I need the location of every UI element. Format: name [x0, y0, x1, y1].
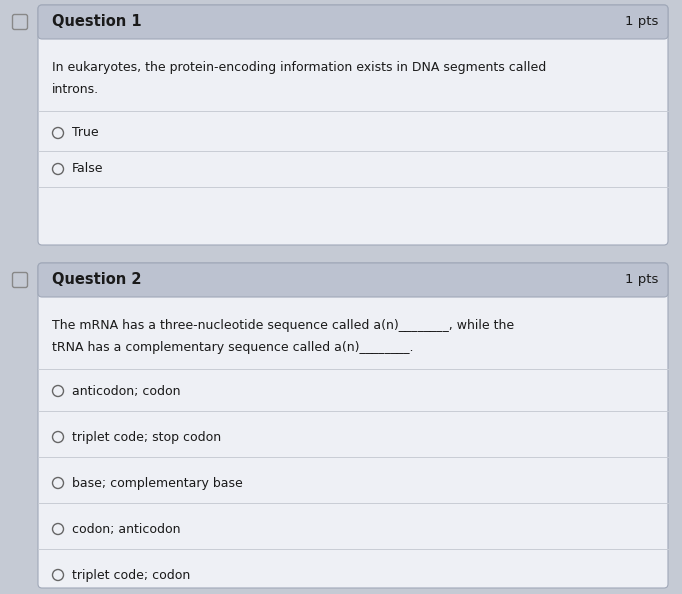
Text: Question 1: Question 1 — [52, 14, 142, 30]
Text: 1 pts: 1 pts — [625, 15, 658, 29]
Text: Question 2: Question 2 — [52, 273, 141, 287]
Text: introns.: introns. — [52, 83, 99, 96]
Text: False: False — [72, 163, 104, 175]
Text: In eukaryotes, the protein-encoding information exists in DNA segments called: In eukaryotes, the protein-encoding info… — [52, 61, 546, 74]
Text: base; complementary base: base; complementary base — [72, 476, 243, 489]
FancyBboxPatch shape — [38, 263, 668, 588]
Text: triplet code; stop codon: triplet code; stop codon — [72, 431, 221, 444]
Text: The mRNA has a three-nucleotide sequence called a(n)________, while the: The mRNA has a three-nucleotide sequence… — [52, 319, 514, 332]
Text: anticodon; codon: anticodon; codon — [72, 384, 181, 397]
Text: triplet code; codon: triplet code; codon — [72, 568, 190, 582]
FancyBboxPatch shape — [38, 5, 668, 245]
Text: True: True — [72, 127, 99, 140]
Text: codon; anticodon: codon; anticodon — [72, 523, 181, 536]
Text: 1 pts: 1 pts — [625, 273, 658, 286]
FancyBboxPatch shape — [38, 5, 668, 39]
FancyBboxPatch shape — [38, 263, 668, 297]
Text: tRNA has a complementary sequence called a(n)________.: tRNA has a complementary sequence called… — [52, 341, 413, 354]
